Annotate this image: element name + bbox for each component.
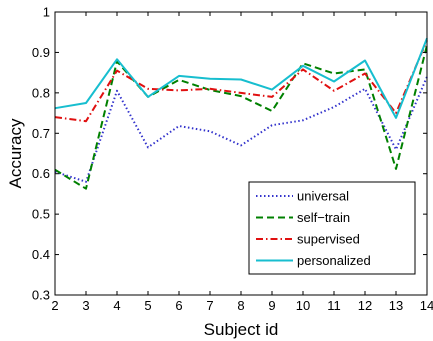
x-tick-label: 9 <box>268 298 275 313</box>
legend-label: self−train <box>297 210 350 225</box>
x-tick-label: 14 <box>420 298 433 313</box>
x-tick-label: 5 <box>144 298 151 313</box>
x-tick-label: 7 <box>206 298 213 313</box>
x-tick-label: 8 <box>237 298 244 313</box>
legend-label: supervised <box>297 232 360 247</box>
y-tick-label: 0.5 <box>32 207 50 222</box>
x-tick-label: 13 <box>389 298 403 313</box>
y-axis-label: Accuracy <box>6 118 25 188</box>
legend-items: universal self−train supervised personalize… <box>256 189 371 268</box>
y-tick-label: 0.7 <box>32 126 50 141</box>
legend-box <box>248 181 416 275</box>
y-tick-label: 0.4 <box>32 247 50 262</box>
legend: universal self−train supervised personalize… <box>248 181 416 275</box>
y-tick-label: 1 <box>43 5 50 20</box>
legend-label: universal <box>297 189 349 204</box>
x-tick-label: 12 <box>358 298 372 313</box>
legend-label: personalized <box>297 253 371 268</box>
x-axis-label: Subject id <box>204 320 279 339</box>
tick-layer: 2 3 4 5 6 7 8 9 10 11 12 13 14 0.3 0.4 0.5 0.6 0.7 0.8 0.9 1 <box>32 5 433 314</box>
x-tick-label: 11 <box>327 298 341 313</box>
x-tick-label: 10 <box>296 298 310 313</box>
plot-layer <box>54 37 428 190</box>
x-tick-label: 3 <box>82 298 89 313</box>
x-tick-label: 6 <box>175 298 182 313</box>
series-line-universal <box>54 76 428 183</box>
x-tick-label: 2 <box>51 298 58 313</box>
x-tick-label: 4 <box>113 298 120 313</box>
y-tick-label: 0.8 <box>32 85 50 100</box>
y-tick-label: 0.3 <box>32 288 50 303</box>
series-line-self−train <box>54 44 428 190</box>
series-line-supervised <box>54 39 428 123</box>
y-tick-label: 0.6 <box>32 166 50 181</box>
y-tick-label: 0.9 <box>32 45 50 60</box>
series-line-personalized <box>54 37 428 119</box>
